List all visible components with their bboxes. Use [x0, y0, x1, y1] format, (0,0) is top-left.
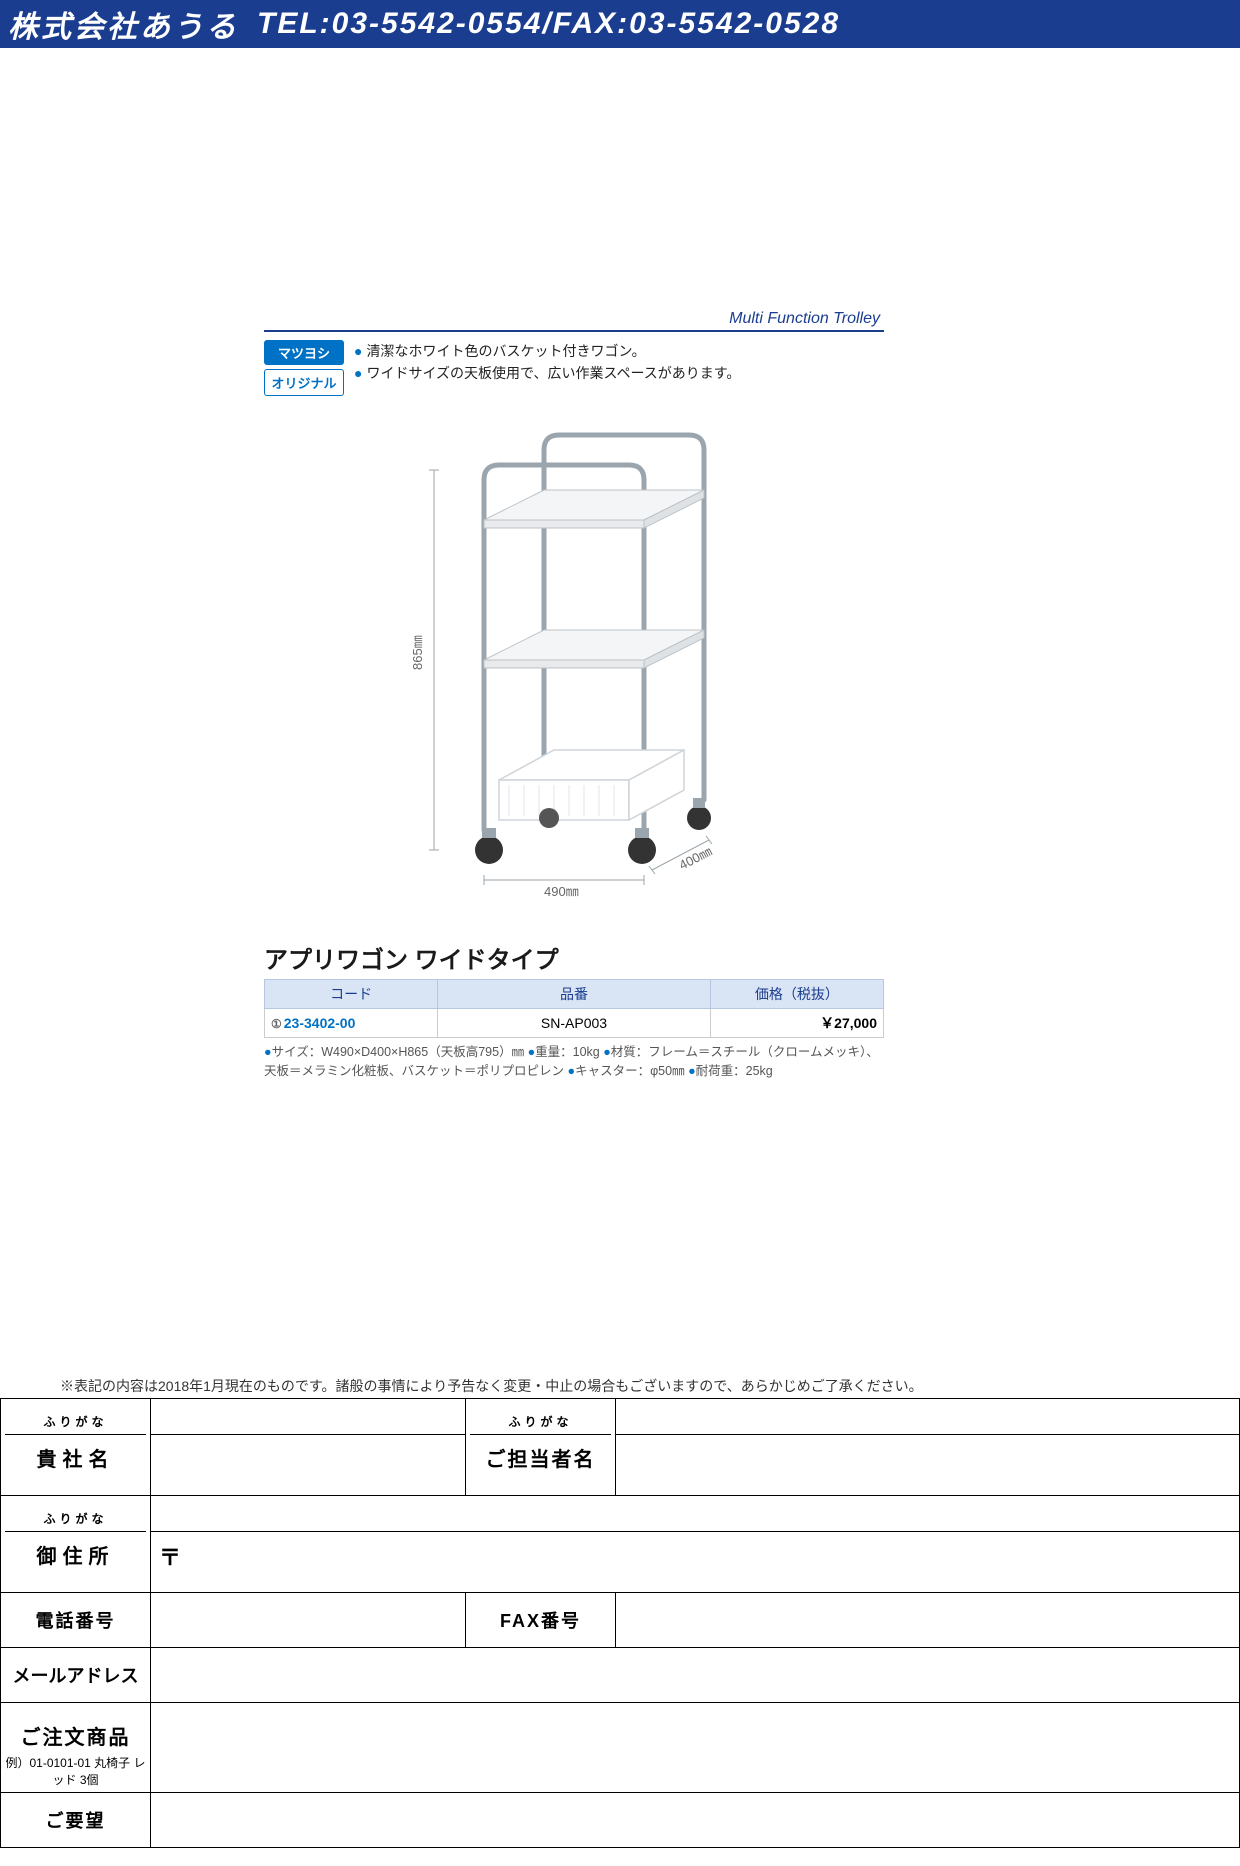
- label-email: メールアドレス: [1, 1648, 151, 1703]
- label-company: ふりがな 貴社名: [1, 1399, 151, 1496]
- input-address[interactable]: 〒: [151, 1496, 1240, 1593]
- bullet-dot-icon: ●: [688, 1064, 696, 1078]
- label-contact: ふりがな ご担当者名: [466, 1399, 616, 1496]
- input-company[interactable]: [151, 1399, 466, 1496]
- th-model: 品番: [438, 980, 710, 1009]
- bullet-dot-icon: ●: [603, 1045, 611, 1059]
- fax-label: FAX:: [553, 7, 629, 41]
- rule-line: [264, 330, 884, 332]
- catalog-block: Multi Function Trolley マツヨシ オリジナル ●清潔なホワ…: [264, 310, 884, 1082]
- form-row-order: ご注文商品 例）01-0101-01 丸椅子 レッド 3個: [1, 1703, 1240, 1793]
- spec-notes: ●サイズ：W490×D400×H865（天板高795）㎜ ●重量：10kg ●材…: [264, 1043, 884, 1082]
- dim-depth: 400㎜: [677, 844, 715, 873]
- original-badge: オリジナル: [264, 369, 344, 396]
- order-example: 例）01-0101-01 丸椅子 レッド 3個: [5, 1754, 146, 1788]
- spec-data-row: ①23-3402-00 SN-AP003 ￥27,000: [265, 1009, 884, 1038]
- td-price: ￥27,000: [710, 1009, 883, 1038]
- td-model: SN-AP003: [438, 1009, 710, 1038]
- form-row-email: メールアドレス: [1, 1648, 1240, 1703]
- catalog-top-row: マツヨシ オリジナル ●清潔なホワイト色のバスケット付きワゴン。 ●ワイドサイズ…: [264, 340, 884, 396]
- label-request: ご要望: [1, 1793, 151, 1848]
- form-row-company: ふりがな 貴社名 ふりがな ご担当者名: [1, 1399, 1240, 1496]
- badge-column: マツヨシ オリジナル: [264, 340, 344, 396]
- postal-mark-icon: 〒: [151, 1545, 187, 1570]
- label-order: ご注文商品 例）01-0101-01 丸椅子 レッド 3個: [1, 1703, 151, 1793]
- separator: /: [542, 7, 552, 41]
- dim-width: 490㎜: [544, 884, 579, 899]
- brand-badge: マツヨシ: [264, 340, 344, 365]
- tel-label: TEL:: [257, 7, 332, 41]
- trolley-svg: 865㎜: [394, 410, 754, 930]
- label-address: ふりがな 御住所: [1, 1496, 151, 1593]
- feature-bullets: ●清潔なホワイト色のバスケット付きワゴン。 ●ワイドサイズの天板使用で、広い作業…: [354, 340, 884, 385]
- product-title: アプリワゴン ワイドタイプ: [264, 940, 884, 975]
- bullet-dot-icon: ●: [354, 343, 362, 359]
- form-row-address: ふりがな 御住所 〒: [1, 1496, 1240, 1593]
- disclaimer: ※表記の内容は2018年1月現在のものです。諸般の事情により予告なく変更・中止の…: [60, 1376, 923, 1396]
- product-image: 865㎜: [264, 410, 884, 930]
- label-fax: FAX番号: [466, 1593, 616, 1648]
- input-fax[interactable]: [616, 1593, 1240, 1648]
- label-tel: 電話番号: [1, 1593, 151, 1648]
- input-order[interactable]: [151, 1703, 1240, 1793]
- th-code: コード: [265, 980, 438, 1009]
- input-contact[interactable]: [616, 1399, 1240, 1496]
- bullet-dot-icon: ●: [354, 365, 362, 381]
- form-row-request: ご要望: [1, 1793, 1240, 1848]
- spec-table: コード 品番 価格（税抜） ①23-3402-00 SN-AP003 ￥27,0…: [264, 979, 884, 1038]
- order-form: ふりがな 貴社名 ふりがな ご担当者名 ふりがな 御住所 〒: [0, 1398, 1240, 1848]
- tel-number: 03-5542-0554: [332, 7, 543, 41]
- input-email[interactable]: [151, 1648, 1240, 1703]
- form-row-phone: 電話番号 FAX番号: [1, 1593, 1240, 1648]
- th-price: 価格（税抜）: [710, 980, 883, 1009]
- td-code: ①23-3402-00: [265, 1009, 438, 1038]
- dim-height: 865㎜: [410, 635, 425, 670]
- bullet-dot-icon: ●: [528, 1045, 536, 1059]
- bullet-dot-icon: ●: [568, 1064, 576, 1078]
- subtitle-en: Multi Function Trolley: [264, 310, 884, 328]
- form-table: ふりがな 貴社名 ふりがな ご担当者名 ふりがな 御住所 〒: [0, 1398, 1240, 1848]
- bullet-dot-icon: ●: [264, 1045, 272, 1059]
- fax-number: 03-5542-0528: [629, 7, 840, 41]
- input-request[interactable]: [151, 1793, 1240, 1848]
- bullet-2: ●ワイドサイズの天板使用で、広い作業スペースがあります。: [354, 362, 884, 384]
- bullet-1: ●清潔なホワイト色のバスケット付きワゴン。: [354, 340, 884, 362]
- row-mark: ①: [271, 1017, 282, 1031]
- input-tel[interactable]: [151, 1593, 466, 1648]
- header-bar: 株式会社あうる TEL: 03-5542-0554 / FAX: 03-5542…: [0, 0, 1240, 48]
- spec-header-row: コード 品番 価格（税抜）: [265, 980, 884, 1009]
- company-name: 株式会社あうる: [8, 2, 239, 46]
